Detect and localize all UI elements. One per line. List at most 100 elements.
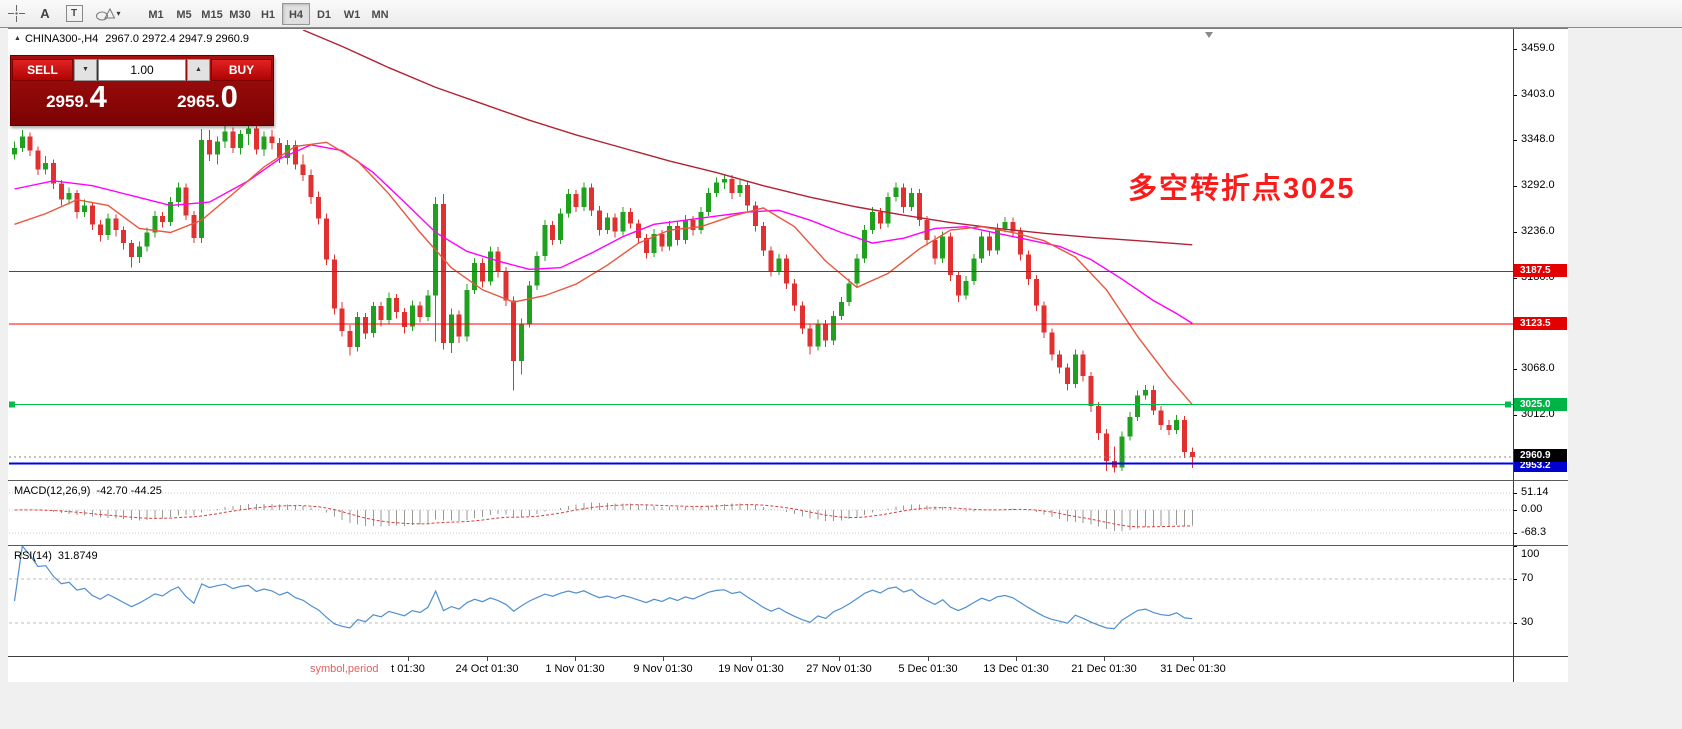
timeframe-button-h4[interactable]: H4 bbox=[282, 2, 310, 25]
chevron-down-icon: ▾ bbox=[116, 9, 121, 18]
toolbar: A T ▾ M1 M5 M15 M30 H1 H4 D1 W1 MN bbox=[0, 0, 1682, 28]
boxed-t-glyph: T bbox=[65, 5, 83, 22]
time-axis-label: 24 Oct 01:30 bbox=[455, 663, 519, 675]
rsi-axis-label: 100 bbox=[1521, 548, 1540, 560]
sell-price[interactable]: 2959. 4 bbox=[11, 79, 142, 124]
rsi-axis-label: 70 bbox=[1521, 572, 1534, 584]
pane-divider[interactable] bbox=[8, 545, 1568, 546]
time-axis-tick bbox=[663, 657, 664, 661]
chart-annotation-text[interactable]: 多空转折点3025 bbox=[1128, 173, 1356, 205]
time-axis-separator bbox=[8, 656, 1568, 657]
time-axis-tick bbox=[487, 657, 488, 661]
buy-button[interactable]: BUY bbox=[211, 58, 272, 81]
time-axis-tick bbox=[408, 657, 409, 661]
time-axis-label: 31 Dec 01:30 bbox=[1160, 663, 1226, 675]
price-axis-tick bbox=[1514, 186, 1517, 187]
chart-area[interactable]: ▲ CHINA300-,H4 2967.0 2972.4 2947.9 2960.9… bbox=[8, 28, 1568, 682]
volume-increase-button[interactable]: ▲ bbox=[187, 58, 210, 81]
price-axis-tick bbox=[1514, 415, 1517, 416]
price-axis-label: 3459.0 bbox=[1521, 41, 1555, 54]
macd-label: MACD(12,26,9) -42.70 -44.25 bbox=[14, 485, 162, 497]
price-badge-3187.5: 3187.5 bbox=[1514, 264, 1567, 277]
timeframe-button-w1[interactable]: W1 bbox=[343, 8, 361, 21]
price-axis[interactable]: 3459.03403.03348.03292.03236.03180.03068… bbox=[1514, 29, 1568, 682]
crosshair-icon[interactable] bbox=[3, 3, 29, 25]
price-axis-tick bbox=[1514, 546, 1517, 547]
macd-name: MACD(12,26,9) bbox=[14, 485, 91, 497]
timeframe-button-d1[interactable]: D1 bbox=[316, 8, 332, 21]
price-axis-separator bbox=[1513, 29, 1514, 682]
volume-input[interactable] bbox=[98, 58, 186, 81]
letter-a-glyph: A bbox=[40, 6, 50, 21]
time-axis-label: t 01:30 bbox=[391, 663, 425, 675]
timeframe-button-m1[interactable]: M1 bbox=[148, 8, 164, 21]
price-axis-label: 3236.0 bbox=[1521, 224, 1555, 237]
line-end-marker[interactable] bbox=[9, 401, 15, 408]
watermark-text: symbol,period bbox=[310, 663, 379, 675]
rsi-line bbox=[13, 546, 1193, 630]
text-tool-icon[interactable]: A bbox=[32, 3, 58, 25]
time-axis-label: 9 Nov 01:30 bbox=[633, 663, 693, 675]
time-axis-tick bbox=[1104, 657, 1105, 661]
chart-shift-marker[interactable] bbox=[1205, 32, 1213, 38]
timeframe-button-m5[interactable]: M5 bbox=[176, 8, 192, 21]
caret-down-icon: ▼ bbox=[82, 66, 89, 73]
macd-axis-label: 51.14 bbox=[1521, 485, 1549, 498]
current-price-badge: 2960.9 bbox=[1514, 449, 1567, 462]
price-axis-tick bbox=[1514, 95, 1517, 96]
timeframe-button-h1[interactable]: H1 bbox=[260, 8, 276, 21]
price-axis-label: 3403.0 bbox=[1521, 87, 1555, 100]
time-axis-label: 19 Nov 01:30 bbox=[718, 663, 784, 675]
chart-ohlc-values: 2967.0 2972.4 2947.9 2960.9 bbox=[105, 33, 250, 45]
buy-price[interactable]: 2965. 0 bbox=[142, 79, 273, 124]
shapes-tool-icon[interactable]: ▾ bbox=[90, 3, 126, 25]
macd-histogram bbox=[21, 502, 1193, 531]
price-badge-3025.0: 3025.0 bbox=[1514, 398, 1567, 411]
time-axis-tick bbox=[751, 657, 752, 661]
ma-mid-line bbox=[14, 144, 1193, 324]
collapse-icon[interactable]: ▲ bbox=[14, 35, 21, 42]
ask-price-big-digit: 0 bbox=[220, 79, 238, 114]
price-axis-tick bbox=[1514, 493, 1517, 494]
ask-price-small: 2965. bbox=[177, 92, 220, 111]
chart-header: ▲ CHINA300-,H4 2967.0 2972.4 2947.9 2960.9 bbox=[14, 33, 249, 45]
sell-button[interactable]: SELL bbox=[12, 58, 73, 81]
time-axis-label: 1 Nov 01:30 bbox=[545, 663, 605, 675]
trade-controls-row: SELL ▼ ▲ BUY bbox=[11, 56, 273, 82]
time-axis-tick bbox=[575, 657, 576, 661]
text-label-tool-icon[interactable]: T bbox=[61, 3, 87, 25]
rsi-axis-label: 30 bbox=[1521, 616, 1534, 628]
price-axis-tick bbox=[1514, 579, 1517, 580]
price-axis-tick bbox=[1514, 278, 1517, 279]
rsi-name: RSI(14) bbox=[14, 550, 52, 562]
time-axis-tick bbox=[1193, 657, 1194, 661]
time-axis-tick bbox=[1016, 657, 1017, 661]
pane-divider[interactable] bbox=[8, 480, 1568, 481]
ma-fast-line bbox=[14, 141, 1193, 406]
price-axis-label: 3348.0 bbox=[1521, 132, 1555, 145]
timeframe-button-m30[interactable]: M30 bbox=[229, 8, 251, 21]
time-axis-label: 27 Nov 01:30 bbox=[806, 663, 872, 675]
rsi-panel-canvas[interactable] bbox=[9, 546, 1513, 656]
timeframe-button-m15[interactable]: M15 bbox=[201, 8, 223, 21]
timeframe-button-mn[interactable]: MN bbox=[371, 8, 389, 21]
chart-symbol-period: CHINA300-,H4 bbox=[24, 33, 99, 45]
bid-price-big-digit: 4 bbox=[89, 79, 107, 114]
line-end-marker[interactable] bbox=[1505, 401, 1511, 408]
candles-layer bbox=[12, 123, 1195, 473]
price-axis-tick bbox=[1514, 533, 1517, 534]
time-axis-tick bbox=[839, 657, 840, 661]
time-axis-label: 5 Dec 01:30 bbox=[898, 663, 958, 675]
timeframe-group: M1 M5 M15 M30 H1 H4 D1 W1 MN bbox=[142, 2, 394, 25]
price-axis-label: 3012.0 bbox=[1521, 408, 1555, 421]
main-chart-canvas[interactable] bbox=[9, 30, 1513, 480]
time-axis[interactable]: symbol,period t 01:30 24 Oct 01:30 1 Nov 0… bbox=[8, 657, 1568, 682]
price-axis-tick bbox=[1514, 510, 1517, 511]
macd-panel-canvas[interactable] bbox=[9, 481, 1513, 544]
price-axis-label: 3068.0 bbox=[1521, 362, 1555, 375]
price-axis-tick bbox=[1514, 140, 1517, 141]
volume-decrease-button[interactable]: ▼ bbox=[74, 58, 97, 81]
time-axis-label: 13 Dec 01:30 bbox=[983, 663, 1049, 675]
trade-prices-row: 2959. 4 2965. 0 bbox=[11, 79, 273, 124]
one-click-trading-panel: SELL ▼ ▲ BUY 2959.4 2965.0 bbox=[10, 55, 274, 126]
